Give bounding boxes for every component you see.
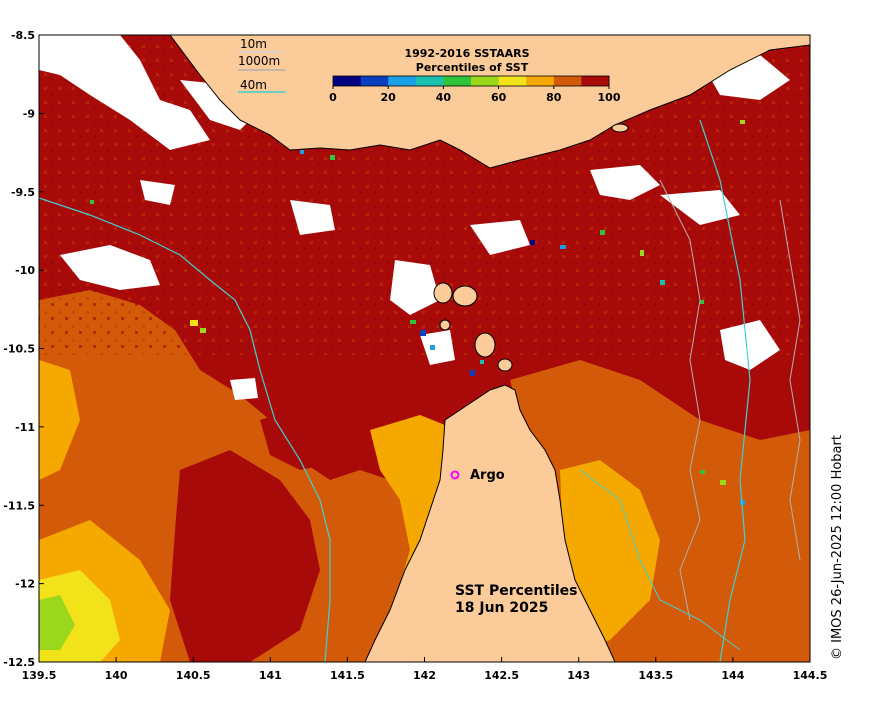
y-axis: -8.5 -9 -9.5 -10 -10.5 -11 -11.5 -12 -12.5 [3,29,44,669]
colorbar-swatch [415,76,444,86]
colorbar-title-line2: Percentiles of SST [416,61,529,74]
colorbar-swatch [360,76,389,86]
colorbar-swatch [498,76,527,86]
colorbar-swatch [443,76,472,86]
colorbar-swatch [333,76,362,86]
sst-green-region-sw [39,595,75,650]
percentile-colorbar: 1992-2016 SSTAARS Percentiles of SST 0 20… [329,47,621,104]
depth-label-10m: 10m [240,37,267,51]
x-axis-tick-label: 143 [567,669,590,682]
argo-float-marker[interactable] [450,470,460,480]
x-axis-tick-label: 144 [721,669,744,682]
colorbar-swatch [526,76,555,86]
colorbar-tick-label: 100 [598,91,621,104]
depth-legend: 10m 1000m 40m [238,37,285,93]
depth-label-1000m: 1000m [238,54,280,68]
x-axis-tick-label: 143.5 [638,669,673,682]
y-axis-tick-label: -9.5 [11,186,35,199]
y-axis-tick-label: -11.5 [3,499,35,512]
colorbar-ticks: 0 20 40 60 80 100 [329,86,621,104]
y-axis-tick-label: -12.5 [3,656,35,669]
torres-strait-islands [433,123,629,372]
depth-label-40m: 40m [240,78,267,92]
sst-amber-region-sw [39,360,80,480]
map-plot-area: Argo SST Percentiles 18 Jun 2025 10m 100… [39,35,810,662]
x-axis-tick-label: 139.5 [22,669,57,682]
y-axis-tick-label: -11 [15,421,35,434]
colorbar-tick-label: 40 [436,91,452,104]
x-axis-tick-label: 140 [105,669,128,682]
x-axis-tick-label: 142.5 [484,669,519,682]
colorbar-tick-label: 60 [491,91,507,104]
colorbar-title-line1: 1992-2016 SSTAARS [404,47,529,60]
colorbar-swatch [471,76,500,86]
x-axis-tick-label: 141 [259,669,282,682]
colorbar-tick-label: 0 [329,91,337,104]
bathymetry-contours [39,119,801,662]
sst-darkred-region-south [170,450,320,662]
imos-credit: © IMOS 26-Jun-2025 12:00 Hobart [830,435,845,660]
x-axis-tick-label: 144.5 [793,669,828,682]
land-cape-york [364,384,616,662]
y-axis-tick-label: -8.5 [11,29,35,42]
x-axis: 139.5 140 140.5 141 141.5 142 142.5 143 143.5 144… [22,657,828,682]
y-axis-tick-label: -9 [23,107,35,120]
x-axis-tick-label: 142 [413,669,436,682]
map-title-line2: 18 Jun 2025 [455,600,548,616]
colorbar-swatch [388,76,417,86]
map-title-line1: SST Percentiles [455,583,578,599]
y-axis-tick-label: -10.5 [3,343,35,356]
colorbar-tick-label: 80 [546,91,562,104]
land-new-guinea [169,35,810,169]
y-axis-tick-label: -12 [15,578,35,591]
colorbar-swatch [581,76,610,86]
cloud-gaps [39,35,790,400]
colorbar-swatch [553,76,582,86]
x-axis-tick-label: 141.5 [330,669,365,682]
argo-label: Argo [470,468,505,483]
colorbar-frame [332,75,610,87]
y-axis-tick-label: -10 [15,264,35,277]
sst-darkred-patch-center [260,400,360,470]
x-axis-tick-label: 140.5 [176,669,211,682]
colorbar-tick-label: 20 [381,91,397,104]
colorbar-swatches [332,75,610,87]
